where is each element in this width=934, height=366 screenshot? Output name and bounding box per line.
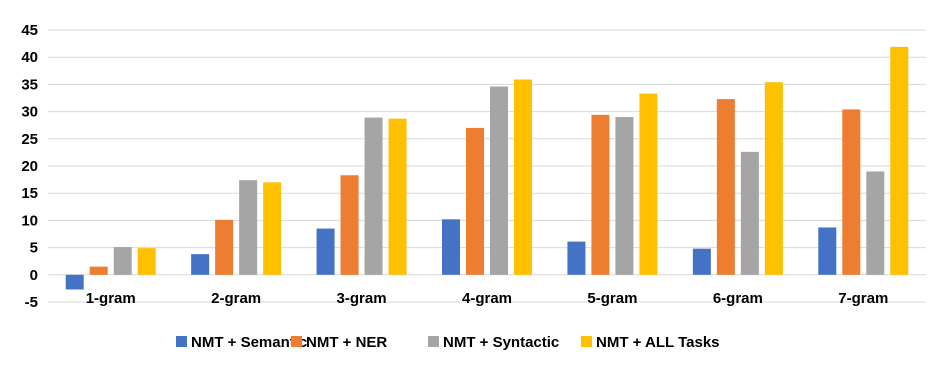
bar-1-gram-series-2	[113, 247, 132, 275]
legend-label: NMT + NER	[306, 334, 387, 351]
bar-6-gram-series-3	[764, 82, 783, 275]
x-category-label: 7-gram	[838, 290, 888, 307]
y-tick-label: 0	[30, 267, 38, 284]
bar-3-gram-series-1	[340, 175, 359, 275]
legend-swatch	[291, 336, 302, 347]
legend-label: NMT + Semantic	[191, 334, 307, 351]
bar-3-gram-series-2	[364, 117, 383, 275]
y-tick-label: 35	[21, 76, 38, 93]
bar-5-gram-series-3	[639, 93, 658, 275]
gridlines	[48, 29, 926, 303]
bar-7-gram-series-0	[818, 227, 837, 275]
x-category-label: 2-gram	[211, 290, 261, 307]
y-axis-ticks: -5 0 5 10 15 20 25 30 35 40 45	[21, 22, 38, 311]
bar-6-gram-series-1	[716, 99, 735, 275]
bar-2-gram-series-1	[215, 219, 234, 275]
legend-swatch	[176, 336, 187, 347]
bar-2-gram-series-3	[263, 182, 282, 275]
bar-3-gram-series-3	[388, 118, 407, 275]
bar-5-gram-series-2	[615, 117, 634, 275]
x-category-label: 3-gram	[337, 290, 387, 307]
y-tick-label: 25	[21, 131, 38, 148]
y-tick-label: 20	[21, 158, 38, 175]
bar-2-gram-series-2	[239, 180, 258, 275]
bar-1-gram-series-3	[137, 248, 156, 275]
x-axis-labels: 1-gram 2-gram 3-gram 4-gram 5-gram 6-gram 7-gr…	[86, 290, 889, 307]
bar-6-gram-series-0	[692, 248, 711, 275]
legend-swatch	[581, 336, 592, 347]
y-tick-label: 10	[21, 212, 38, 229]
bar-4-gram-series-3	[514, 79, 532, 275]
legend-label: NMT + ALL Tasks	[596, 334, 720, 351]
x-category-label: 5-gram	[587, 290, 637, 307]
y-tick-label: 30	[21, 104, 38, 121]
y-tick-label: 5	[30, 240, 38, 257]
bar-7-gram-series-3	[890, 46, 909, 275]
bar-5-gram-series-0	[567, 241, 586, 275]
y-tick-label: 45	[21, 22, 38, 39]
legend-swatch	[428, 336, 439, 347]
x-category-label: 6-gram	[713, 290, 763, 307]
legend-label: NMT + Syntactic	[443, 334, 559, 351]
x-category-label: 1-gram	[86, 290, 136, 307]
bar-4-gram-series-0	[442, 219, 460, 275]
bar-2-gram-series-0	[191, 254, 210, 275]
bar-3-gram-series-0	[316, 228, 335, 275]
bar-5-gram-series-1	[591, 114, 610, 275]
bar-4-gram-series-1	[466, 127, 484, 275]
y-tick-label: 15	[21, 185, 38, 202]
bar-1-gram-series-0	[65, 274, 84, 290]
y-tick-label: -5	[25, 294, 38, 311]
bars	[65, 46, 909, 290]
bar-4-gram-series-2	[490, 86, 508, 275]
bar-6-gram-series-2	[740, 151, 759, 275]
bar-7-gram-series-2	[866, 171, 885, 275]
y-tick-label: 40	[21, 49, 38, 66]
bar-1-gram-series-1	[89, 266, 108, 275]
bar-7-gram-series-1	[842, 109, 861, 275]
x-category-label: 4-gram	[462, 290, 512, 307]
